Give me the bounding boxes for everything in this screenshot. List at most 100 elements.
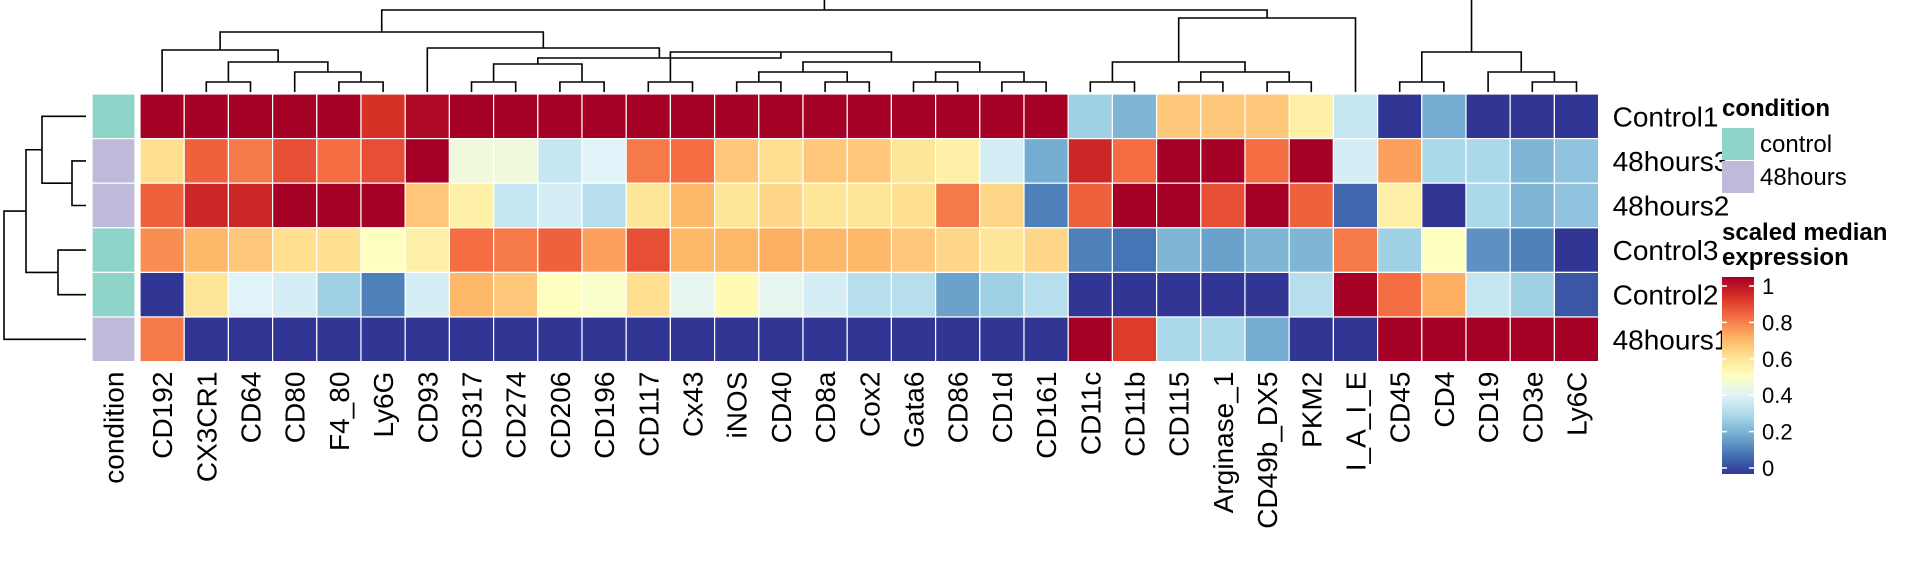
row-label: 48hours3 <box>1613 146 1730 177</box>
dendrogram-branch <box>802 61 981 72</box>
heatmap-cell <box>1111 316 1158 363</box>
heatmap-cell <box>1553 138 1600 184</box>
heatmap-cell <box>625 93 672 140</box>
row-dendrogram <box>3 115 86 341</box>
dendrogram-branch <box>735 81 782 92</box>
heatmap-cell <box>1509 182 1555 229</box>
column-label: Cox2 <box>854 372 885 437</box>
heatmap-cell <box>846 182 893 229</box>
heatmap-cell <box>1067 182 1113 229</box>
heatmap-cell <box>758 182 804 229</box>
heatmap-cell <box>1023 138 1069 184</box>
condition-legend-label: 48hours <box>1760 164 1847 191</box>
heatmap-cell <box>227 182 274 229</box>
heatmap-cell <box>669 271 716 318</box>
heatmap-cell <box>537 271 583 318</box>
heatmap-cell <box>1200 93 1246 140</box>
heatmap-cell <box>713 271 760 318</box>
heatmap-cell <box>1023 93 1069 140</box>
heatmap-cell <box>1376 138 1423 184</box>
heatmap-cell <box>1155 271 1202 318</box>
heatmap-cell <box>1288 271 1334 318</box>
heatmap-cell <box>934 316 981 363</box>
scale-tick-label: 0.2 <box>1762 420 1793 445</box>
heatmap-cell <box>448 316 495 363</box>
heatmap-cell <box>183 227 229 274</box>
heatmap-cell <box>890 316 937 363</box>
heatmap-cell <box>1023 227 1069 274</box>
heatmap-cell <box>1200 271 1246 318</box>
column-label: CD40 <box>766 372 797 444</box>
heatmap-cell <box>1155 93 1202 140</box>
column-label: Cx43 <box>678 372 709 437</box>
row-labels: Control1 48hours3 48hours2 Control3 Control2… <box>1613 101 1730 355</box>
scale-tick-label: 0.8 <box>1762 310 1793 335</box>
heatmap-cell <box>316 138 362 184</box>
column-label: CD115 <box>1164 372 1195 457</box>
column-label: CD317 <box>457 372 488 459</box>
heatmap-cell <box>1553 271 1600 318</box>
heatmap-cell <box>1332 182 1379 229</box>
column-label: CD19 <box>1473 372 1504 444</box>
dendrogram-branch <box>492 63 583 82</box>
dendrogram-branch <box>1398 81 1445 92</box>
heatmap-cell <box>1200 182 1246 229</box>
dendrogram-branch <box>1177 17 1357 92</box>
condition-cell <box>91 182 136 229</box>
heatmap-cell <box>625 316 672 363</box>
heatmap-cell <box>934 93 981 140</box>
heatmap-cell <box>316 271 362 318</box>
heatmap-cell <box>979 316 1025 363</box>
condition-cell <box>91 227 136 274</box>
heatmap-cell <box>272 227 318 274</box>
heatmap-cell <box>493 93 539 140</box>
heatmap-cell <box>1244 138 1290 184</box>
heatmap-cell <box>1200 138 1246 184</box>
dendrogram-branch <box>161 49 279 92</box>
dendrogram-branch <box>71 160 86 207</box>
dendrogram-branch <box>1001 81 1047 92</box>
heatmap-cell <box>625 182 672 229</box>
heatmap-cell <box>139 271 185 318</box>
heatmap-cell <box>1023 271 1069 318</box>
heatmap-cell <box>1421 227 1467 274</box>
heatmap-cell <box>979 227 1025 274</box>
column-label: CD86 <box>943 372 974 444</box>
heatmap-cell <box>1509 93 1555 140</box>
heatmap-cell <box>404 316 451 363</box>
row-label: 48hours2 <box>1613 191 1730 222</box>
heatmap-cell <box>272 182 318 229</box>
heatmap-cell <box>404 182 451 229</box>
heatmap-cell <box>227 227 274 274</box>
heatmap-cell <box>1244 93 1290 140</box>
heatmap-cell <box>227 316 274 363</box>
condition-legend-swatch <box>1722 128 1754 160</box>
heatmap-cell <box>979 182 1025 229</box>
heatmap-cell <box>625 271 672 318</box>
heatmap-cell <box>890 182 937 229</box>
condition-legend-swatch <box>1722 161 1754 193</box>
heatmap-cell <box>1288 316 1334 363</box>
heatmap-cell <box>669 93 716 140</box>
heatmap-cell <box>183 316 229 363</box>
row-label: 48hours1 <box>1613 324 1730 355</box>
column-label: CD1d <box>987 372 1018 444</box>
heatmap-cell <box>802 93 848 140</box>
heatmap-cell <box>934 271 981 318</box>
heatmap-cell <box>316 316 362 363</box>
heatmap-cell <box>139 316 185 363</box>
heatmap-cell <box>316 227 362 274</box>
scale-tick-label: 0.6 <box>1762 347 1793 372</box>
dendrogram-branch <box>824 81 871 92</box>
heatmap-cell <box>1155 182 1202 229</box>
heatmap-cell <box>802 316 848 363</box>
heatmap-cell <box>713 227 760 274</box>
dendrogram-branch <box>823 0 1473 52</box>
heatmap-cell <box>713 138 760 184</box>
dendrogram-branch <box>57 249 86 296</box>
heatmap-cell <box>1111 93 1158 140</box>
column-label: CD192 <box>147 372 178 459</box>
heatmap-cell <box>713 93 760 140</box>
condition-legend-label: control <box>1760 131 1832 158</box>
